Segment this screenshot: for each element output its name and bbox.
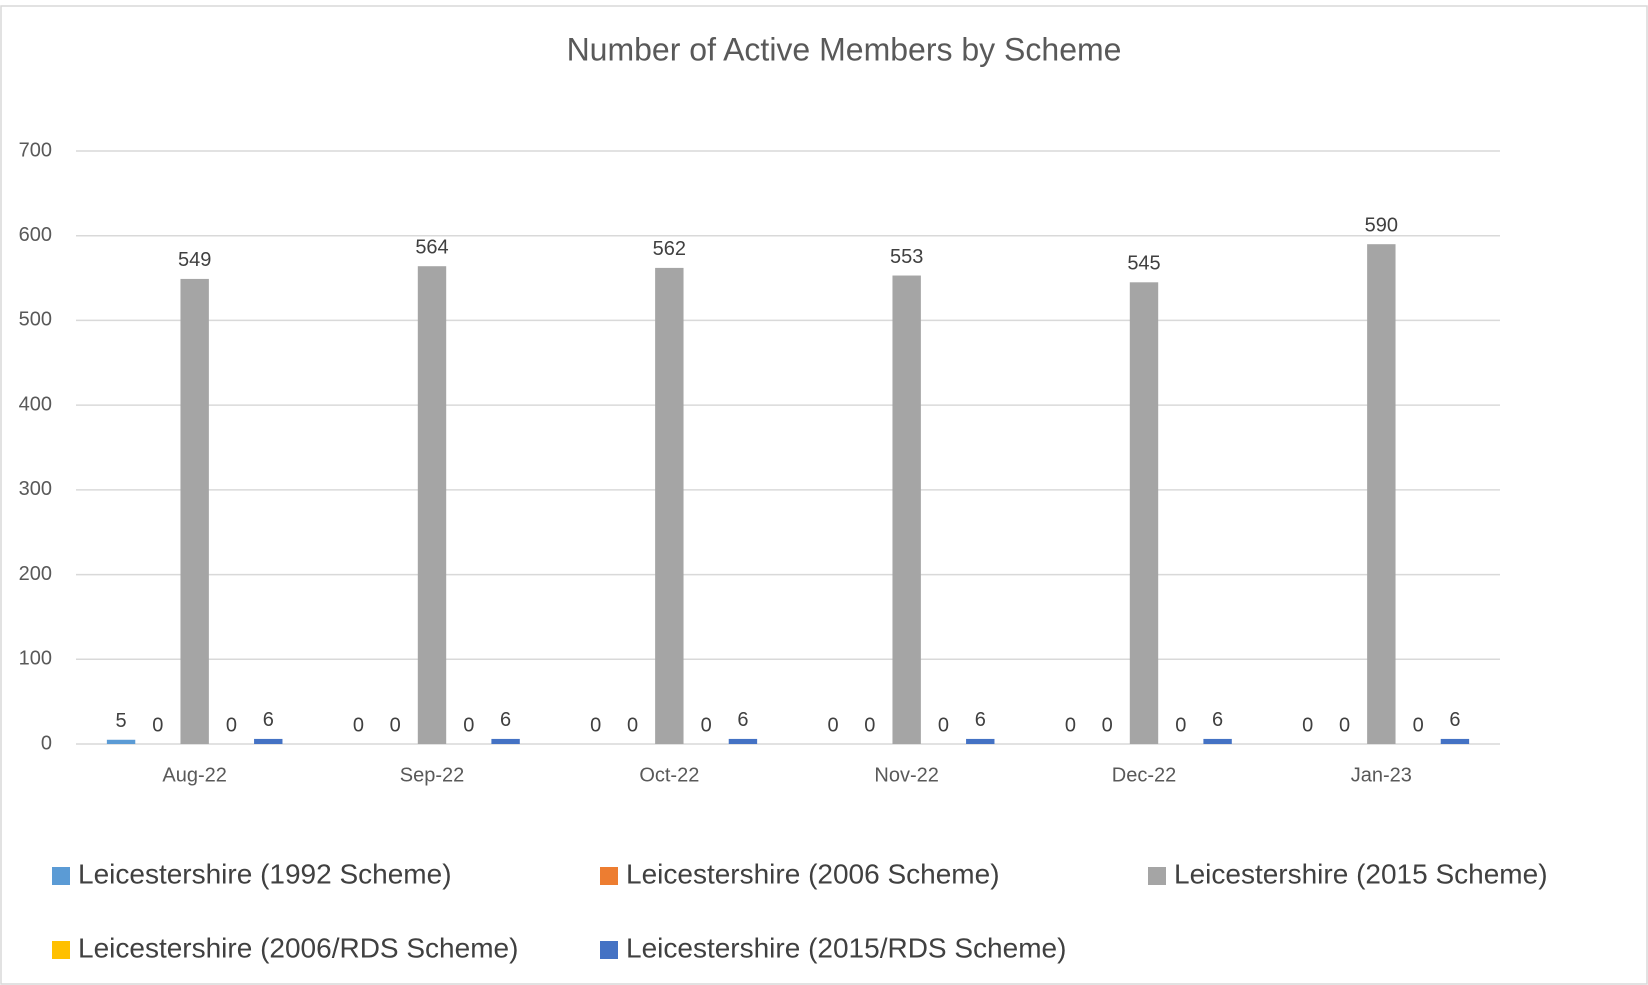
legend-swatch bbox=[52, 867, 70, 885]
bar bbox=[417, 266, 447, 744]
bar bbox=[655, 267, 684, 744]
y-tick-label: 700 bbox=[19, 139, 52, 161]
data-label: 0 bbox=[828, 714, 839, 736]
data-label: 0 bbox=[463, 714, 474, 736]
bar bbox=[491, 738, 520, 744]
bar bbox=[1367, 244, 1396, 744]
y-tick-label: 200 bbox=[19, 563, 52, 585]
bar bbox=[254, 738, 283, 744]
data-label: 0 bbox=[627, 714, 638, 736]
data-label: 6 bbox=[737, 709, 748, 731]
data-label: 6 bbox=[500, 709, 511, 731]
data-label: 0 bbox=[938, 714, 949, 736]
x-tick-label: Oct-22 bbox=[639, 764, 699, 786]
bar bbox=[892, 275, 921, 744]
data-label: 6 bbox=[263, 709, 274, 731]
chart-title: Number of Active Members by Scheme bbox=[567, 31, 1122, 67]
bar bbox=[1203, 738, 1232, 744]
data-label: 5 bbox=[116, 710, 127, 732]
data-label: 545 bbox=[1127, 253, 1160, 275]
data-label: 0 bbox=[701, 714, 712, 736]
bar bbox=[728, 738, 758, 744]
legend-label: Leicestershire (1992 Scheme) bbox=[78, 858, 452, 889]
data-label: 562 bbox=[653, 238, 686, 260]
data-label: 0 bbox=[1065, 714, 1076, 736]
legend-label: Leicestershire (2015/RDS Scheme) bbox=[626, 932, 1066, 963]
data-label: 0 bbox=[1175, 714, 1186, 736]
data-label: 0 bbox=[390, 714, 401, 736]
data-label: 553 bbox=[890, 246, 923, 268]
y-tick-label: 0 bbox=[41, 732, 52, 754]
bar bbox=[1440, 738, 1470, 744]
data-label: 549 bbox=[178, 249, 211, 271]
legend-swatch bbox=[1148, 867, 1166, 885]
data-label: 0 bbox=[864, 714, 875, 736]
x-tick-label: Nov-22 bbox=[874, 764, 938, 786]
data-label: 6 bbox=[1212, 709, 1223, 731]
data-label: 0 bbox=[152, 714, 163, 736]
data-label: 0 bbox=[226, 714, 237, 736]
y-tick-label: 100 bbox=[19, 648, 52, 670]
legend-swatch bbox=[600, 941, 618, 959]
data-label: 590 bbox=[1365, 214, 1398, 236]
y-tick-label: 600 bbox=[19, 224, 52, 246]
bar bbox=[1129, 282, 1159, 744]
x-tick-label: Aug-22 bbox=[162, 764, 227, 786]
x-tick-label: Sep-22 bbox=[400, 764, 465, 786]
y-tick-label: 300 bbox=[19, 478, 52, 500]
bar bbox=[966, 738, 995, 744]
data-label: 564 bbox=[415, 236, 448, 258]
legend-label: Leicestershire (2006 Scheme) bbox=[626, 858, 1000, 889]
legend-swatch bbox=[600, 867, 618, 885]
bar bbox=[106, 739, 136, 744]
data-label: 0 bbox=[1302, 714, 1313, 736]
legend-label: Leicestershire (2015 Scheme) bbox=[1174, 858, 1548, 889]
chart-border bbox=[0, 5, 1648, 985]
data-label: 0 bbox=[1413, 714, 1424, 736]
legend-swatch bbox=[52, 941, 70, 959]
data-label: 0 bbox=[1339, 714, 1350, 736]
x-tick-label: Jan-23 bbox=[1351, 764, 1412, 786]
x-tick-label: Dec-22 bbox=[1112, 764, 1176, 786]
data-label: 6 bbox=[975, 709, 986, 731]
data-label: 6 bbox=[1449, 709, 1460, 731]
data-label: 0 bbox=[353, 714, 364, 736]
legend-label: Leicestershire (2006/RDS Scheme) bbox=[78, 932, 518, 963]
y-tick-label: 500 bbox=[19, 309, 52, 331]
data-label: 0 bbox=[590, 714, 601, 736]
data-label: 0 bbox=[1102, 714, 1113, 736]
bar bbox=[180, 278, 209, 744]
y-tick-label: 400 bbox=[19, 393, 52, 415]
